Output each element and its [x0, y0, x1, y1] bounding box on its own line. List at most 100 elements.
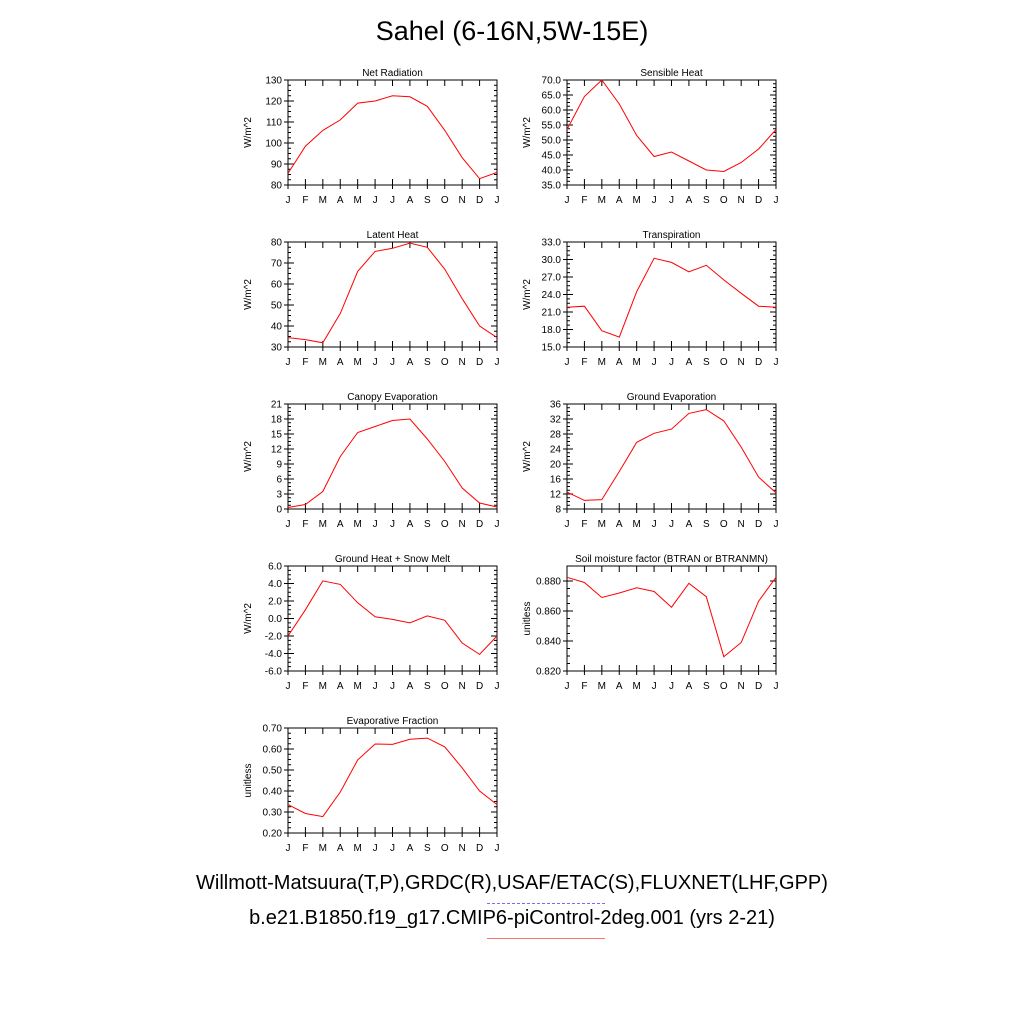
- x-tick-label: J: [390, 681, 395, 692]
- x-tick-label: O: [441, 195, 449, 206]
- x-tick-label: O: [720, 681, 728, 692]
- x-tick-label: J: [495, 681, 500, 692]
- y-tick-label: 16: [550, 475, 562, 486]
- panel-8: Soil moisture factor (BTRAN or BTRANMN) u…: [522, 554, 779, 692]
- x-tick-label: M: [632, 357, 640, 368]
- y-tick-label: 24: [550, 445, 562, 456]
- y-tick-label: 8: [555, 505, 561, 516]
- x-tick-label: J: [669, 681, 674, 692]
- x-tick-label: D: [755, 681, 762, 692]
- y-tick-label: 80: [271, 181, 283, 192]
- x-tick-label: M: [632, 195, 640, 206]
- y-axis-label: W/m^2: [522, 279, 533, 310]
- y-tick-label: 6.0: [268, 562, 282, 573]
- x-tick-label: A: [337, 357, 344, 368]
- x-tick-label: F: [302, 195, 308, 206]
- x-tick-label: A: [407, 843, 414, 854]
- x-tick-label: J: [495, 357, 500, 368]
- x-tick-label: J: [774, 357, 779, 368]
- x-tick-label: A: [686, 681, 693, 692]
- x-tick-label: F: [302, 519, 308, 530]
- panel-title: Evaporative Fraction: [347, 716, 439, 727]
- footer-observations-label: Willmott-Matsuura(T,P),GRDC(R),USAF/ETAC…: [196, 872, 828, 894]
- panel-title: Ground Evaporation: [627, 392, 717, 403]
- y-tick-label: 60: [271, 280, 283, 291]
- series-line-1: [566, 257, 777, 338]
- y-tick-label: 0.820: [536, 667, 561, 678]
- y-tick-label: 0.20: [263, 829, 283, 840]
- y-axis-label: W/m^2: [243, 117, 254, 148]
- x-tick-label: N: [738, 195, 745, 206]
- x-tick-label: J: [495, 519, 500, 530]
- y-tick-label: 0.40: [263, 787, 283, 798]
- y-tick-label: 50: [271, 301, 283, 312]
- y-tick-label: -6.0: [265, 667, 283, 678]
- series-line-1: [566, 409, 777, 501]
- x-tick-label: A: [407, 195, 414, 206]
- x-tick-label: F: [581, 519, 587, 530]
- series-line-1: [287, 242, 498, 344]
- x-tick-label: J: [652, 681, 657, 692]
- x-tick-label: M: [598, 681, 606, 692]
- x-tick-label: M: [353, 195, 361, 206]
- x-tick-label: A: [337, 843, 344, 854]
- y-tick-label: 45.0: [542, 151, 562, 162]
- x-tick-label: O: [720, 195, 728, 206]
- panel-title: Transpiration: [643, 230, 701, 241]
- series-line-1: [287, 95, 498, 180]
- x-tick-label: F: [581, 195, 587, 206]
- x-tick-label: M: [598, 357, 606, 368]
- y-tick-label: -2.0: [265, 632, 283, 643]
- x-tick-label: F: [302, 843, 308, 854]
- x-tick-label: M: [632, 681, 640, 692]
- x-tick-label: J: [652, 519, 657, 530]
- y-tick-label: 70.0: [542, 76, 562, 87]
- x-tick-label: S: [703, 519, 710, 530]
- y-tick-label: 15.0: [542, 343, 562, 354]
- y-axis-label: unitless: [243, 764, 254, 798]
- plot-frame: [566, 403, 777, 510]
- y-tick-label: 30: [271, 343, 283, 354]
- x-tick-label: J: [373, 519, 378, 530]
- y-tick-label: 4.0: [268, 579, 282, 590]
- y-tick-label: 20: [550, 460, 562, 471]
- x-tick-label: A: [616, 357, 623, 368]
- x-tick-label: M: [319, 195, 327, 206]
- panel-title: Net Radiation: [362, 68, 423, 79]
- y-tick-label: 12: [550, 490, 562, 501]
- x-tick-label: J: [286, 357, 291, 368]
- x-tick-label: J: [286, 519, 291, 530]
- y-tick-label: 0.880: [536, 577, 561, 588]
- x-tick-label: J: [669, 357, 674, 368]
- x-tick-label: O: [720, 357, 728, 368]
- y-axis-label: W/m^2: [243, 279, 254, 310]
- x-tick-label: O: [441, 357, 449, 368]
- series-line-1: [287, 418, 498, 508]
- plot-frame: [287, 403, 498, 510]
- x-tick-label: J: [286, 843, 291, 854]
- y-axis-label: unitless: [522, 602, 533, 636]
- y-tick-label: 28: [550, 430, 562, 441]
- x-tick-label: S: [703, 195, 710, 206]
- series-line-1: [566, 79, 777, 173]
- x-tick-label: J: [565, 519, 570, 530]
- x-tick-label: J: [373, 357, 378, 368]
- x-tick-label: S: [703, 357, 710, 368]
- y-tick-label: 110: [266, 118, 282, 129]
- x-tick-label: M: [353, 843, 361, 854]
- x-tick-label: J: [373, 681, 378, 692]
- y-tick-label: 2.0: [268, 597, 282, 608]
- x-tick-label: M: [598, 519, 606, 530]
- x-tick-label: D: [755, 519, 762, 530]
- x-tick-label: J: [652, 195, 657, 206]
- y-tick-label: 18: [271, 415, 283, 426]
- y-tick-label: 35.0: [542, 181, 562, 192]
- x-tick-label: O: [441, 681, 449, 692]
- x-tick-label: D: [476, 843, 483, 854]
- x-tick-label: F: [302, 357, 308, 368]
- series-line-1: [566, 576, 777, 658]
- x-tick-label: D: [755, 357, 762, 368]
- x-tick-label: N: [459, 519, 466, 530]
